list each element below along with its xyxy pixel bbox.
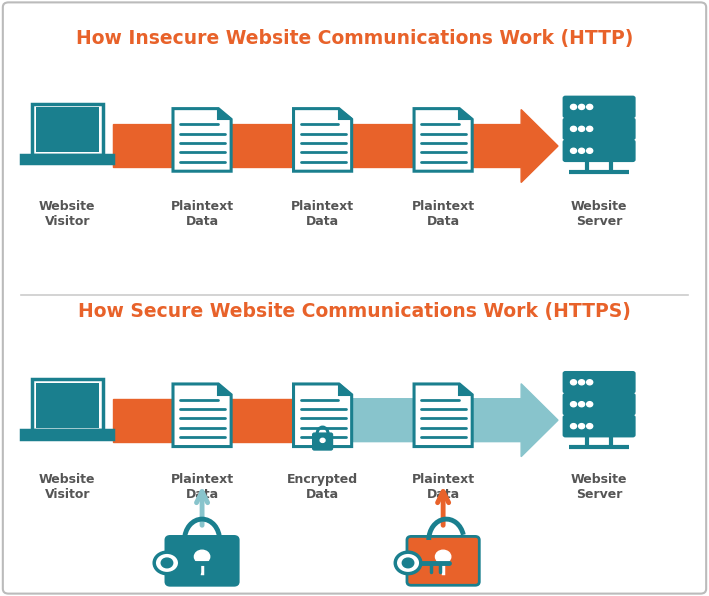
Circle shape (579, 126, 585, 131)
FancyBboxPatch shape (563, 139, 635, 162)
FancyArrow shape (113, 110, 558, 182)
FancyArrow shape (113, 399, 323, 442)
Circle shape (571, 104, 576, 110)
Circle shape (586, 380, 593, 385)
Circle shape (435, 550, 451, 563)
FancyBboxPatch shape (563, 371, 635, 393)
FancyBboxPatch shape (407, 536, 479, 585)
FancyBboxPatch shape (563, 95, 635, 118)
FancyBboxPatch shape (32, 379, 103, 430)
Polygon shape (218, 384, 231, 395)
FancyBboxPatch shape (3, 2, 706, 594)
Polygon shape (459, 384, 472, 395)
Polygon shape (339, 108, 352, 119)
Circle shape (586, 126, 593, 131)
Circle shape (396, 552, 421, 573)
Text: Encrypted
Data: Encrypted Data (287, 473, 358, 501)
FancyBboxPatch shape (313, 433, 332, 449)
Text: Website
Server: Website Server (571, 200, 627, 228)
FancyBboxPatch shape (21, 155, 113, 163)
Polygon shape (339, 384, 352, 395)
Circle shape (586, 402, 593, 406)
Circle shape (161, 558, 173, 568)
Circle shape (402, 558, 414, 568)
Text: Plaintext
Data: Plaintext Data (291, 200, 354, 228)
Text: Plaintext
Data: Plaintext Data (411, 200, 475, 228)
Text: How Secure Website Communications Work (HTTPS): How Secure Website Communications Work (… (78, 302, 631, 321)
Polygon shape (218, 108, 231, 119)
FancyBboxPatch shape (21, 430, 113, 439)
Circle shape (571, 126, 576, 131)
Polygon shape (294, 384, 352, 446)
FancyBboxPatch shape (563, 393, 635, 415)
FancyBboxPatch shape (32, 104, 103, 155)
Circle shape (579, 148, 585, 153)
Circle shape (586, 104, 593, 110)
Polygon shape (173, 108, 231, 171)
Text: Plaintext
Data: Plaintext Data (411, 473, 475, 501)
Circle shape (586, 424, 593, 429)
Circle shape (194, 550, 210, 563)
FancyBboxPatch shape (36, 107, 99, 152)
Polygon shape (173, 384, 231, 446)
Circle shape (579, 402, 585, 406)
Circle shape (571, 148, 576, 153)
Text: Website
Server: Website Server (571, 473, 627, 501)
Text: Plaintext
Data: Plaintext Data (170, 200, 234, 228)
Circle shape (154, 552, 179, 573)
Text: Website
Visitor: Website Visitor (39, 473, 96, 501)
Circle shape (579, 424, 585, 429)
FancyBboxPatch shape (166, 536, 238, 585)
Circle shape (579, 380, 585, 385)
Polygon shape (414, 108, 472, 171)
Circle shape (320, 438, 325, 442)
FancyBboxPatch shape (563, 415, 635, 437)
Circle shape (571, 402, 576, 406)
Circle shape (571, 424, 576, 429)
FancyBboxPatch shape (36, 383, 99, 427)
Text: How Insecure Website Communications Work (HTTP): How Insecure Website Communications Work… (76, 29, 633, 48)
FancyArrow shape (323, 384, 558, 457)
Circle shape (579, 104, 585, 110)
Polygon shape (414, 384, 472, 446)
Text: Website
Visitor: Website Visitor (39, 200, 96, 228)
FancyBboxPatch shape (563, 117, 635, 140)
Circle shape (586, 148, 593, 153)
Polygon shape (294, 108, 352, 171)
Text: Plaintext
Data: Plaintext Data (170, 473, 234, 501)
Circle shape (571, 380, 576, 385)
Polygon shape (459, 108, 472, 119)
